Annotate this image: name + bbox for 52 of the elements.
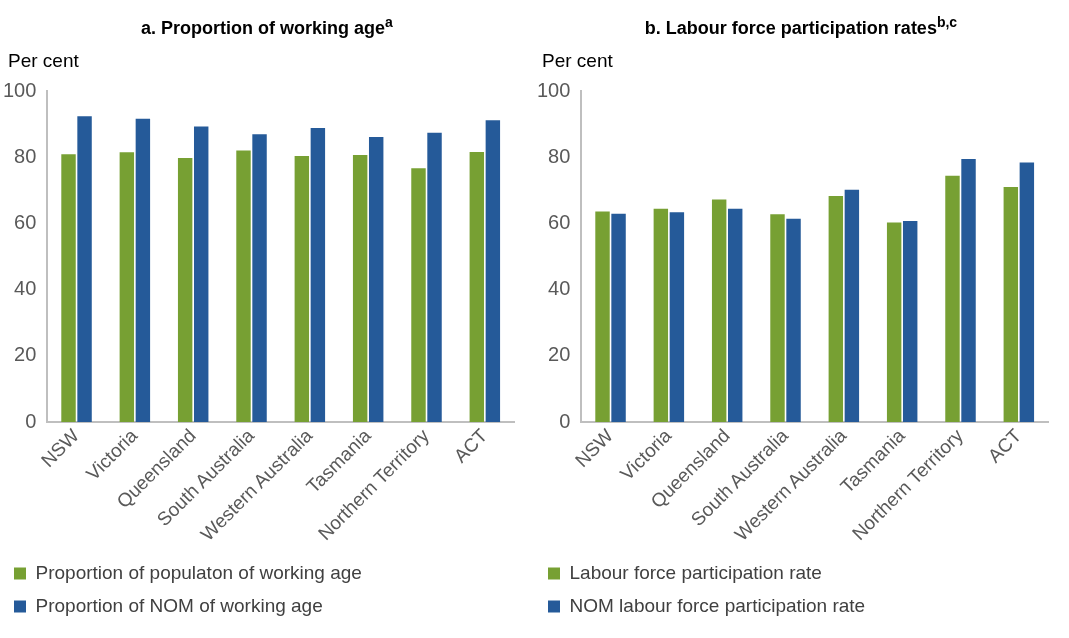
y-tick-label: 60: [14, 210, 37, 233]
y-tick-label: 20: [548, 343, 571, 366]
bar: [828, 195, 844, 423]
bar: [411, 168, 426, 423]
bar: [352, 154, 368, 423]
y-tick-label: 100: [536, 78, 571, 101]
y-tick-label: 0: [559, 409, 571, 432]
bar: [786, 218, 801, 423]
bar: [1003, 187, 1019, 423]
bar: [177, 157, 193, 423]
bar: [427, 132, 442, 423]
bar: [469, 151, 485, 423]
bar: [119, 152, 135, 423]
bar: [945, 175, 960, 423]
y-tick-label: 0: [25, 409, 37, 432]
bar: [902, 221, 918, 423]
bar: [135, 118, 151, 423]
bar: [653, 208, 669, 423]
y-tick-label: 60: [548, 210, 571, 233]
bar: [485, 120, 501, 423]
y-axis-title: Per cent: [8, 50, 80, 73]
chart-title: b. Labour force participation rates$^{b,c}$: [643, 14, 959, 40]
bar: [310, 128, 326, 423]
bar: [252, 134, 267, 423]
legend-label: Proportion of NOM of working age: [35, 594, 323, 616]
bar: [595, 211, 610, 423]
y-tick-label: 20: [14, 343, 37, 366]
bar: [368, 137, 384, 423]
y-tick-label: 40: [548, 277, 571, 300]
y-tick-label: 100: [2, 78, 37, 101]
bar: [727, 208, 743, 423]
bar: [770, 214, 785, 423]
legend-label: Labour force participation rate: [569, 561, 822, 583]
bar: [236, 150, 251, 423]
bar: [77, 116, 92, 423]
legend-label: NOM labour force participation rate: [569, 594, 866, 616]
legend-label: Proportion of populaton of working age: [35, 561, 362, 583]
bar: [61, 154, 76, 423]
y-tick-label: 80: [14, 144, 37, 167]
bar: [1019, 162, 1035, 423]
bar: [669, 212, 685, 423]
y-tick-label: 40: [14, 277, 37, 300]
bar: [886, 222, 902, 423]
chart-title: a. Proportion of working age$^{a}$: [140, 14, 394, 40]
bar: [294, 155, 310, 423]
bar: [711, 199, 727, 423]
y-axis-title: Per cent: [542, 50, 614, 73]
y-tick-label: 80: [548, 144, 571, 167]
bar: [611, 213, 626, 423]
bar: [961, 158, 976, 423]
bar: [844, 189, 860, 423]
bar: [193, 126, 209, 423]
